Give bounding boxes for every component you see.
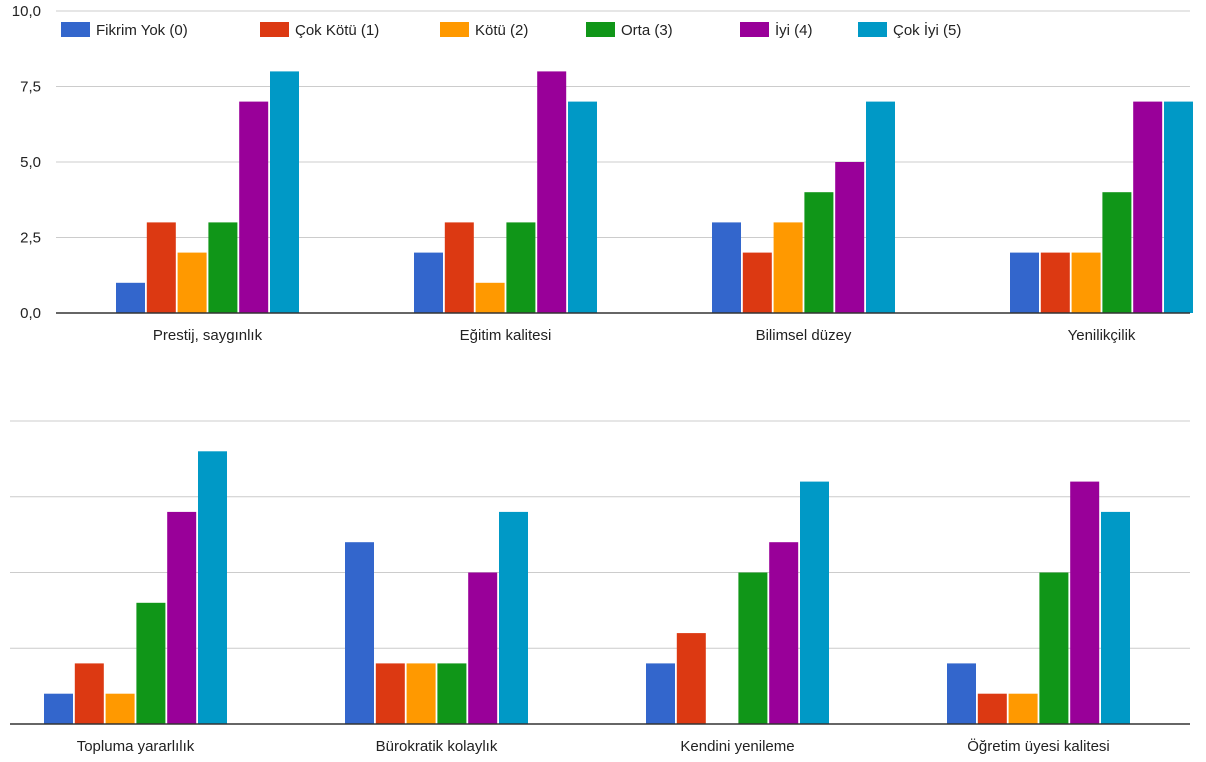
- bar-top-series-5-cat-1[interactable]: [568, 101, 597, 313]
- y-tick-label: 5,0: [20, 154, 41, 171]
- bar-bottom-series-3-cat-3[interactable]: [1039, 572, 1069, 725]
- bar-top-series-5-cat-0[interactable]: [270, 71, 299, 314]
- bar-top-series-2-cat-0[interactable]: [177, 252, 207, 313]
- legend-item[interactable]: Çok Kötü (1): [260, 22, 379, 39]
- legend-swatch: [260, 22, 289, 37]
- bar-bottom-series-0-cat-0[interactable]: [44, 693, 73, 724]
- legend-item[interactable]: Fikrim Yok (0): [61, 22, 188, 39]
- bar-top-series-1-cat-2[interactable]: [742, 252, 772, 313]
- bar-bottom-series-2-cat-3[interactable]: [1008, 693, 1038, 724]
- bar-top-series-1-cat-3[interactable]: [1040, 252, 1070, 313]
- legend-label: Çok İyi (5): [893, 21, 961, 39]
- bar-bottom-series-2-cat-0[interactable]: [105, 693, 135, 724]
- bar-bottom-series-3-cat-0[interactable]: [136, 602, 166, 724]
- bar-bottom-series-5-cat-3[interactable]: [1101, 511, 1130, 724]
- bar-bottom-series-1-cat-1[interactable]: [375, 663, 405, 724]
- bar-bottom-series-0-cat-1[interactable]: [345, 542, 374, 724]
- chart-legend: Fikrim Yok (0) Çok Kötü (1) Kötü (2) Orta (…: [61, 21, 961, 39]
- bar-top-series-4-cat-0[interactable]: [239, 101, 269, 313]
- bar-bottom-series-5-cat-0[interactable]: [198, 451, 227, 724]
- bar-bottom-series-3-cat-1[interactable]: [437, 663, 467, 724]
- legend-item[interactable]: Çok İyi (5): [858, 21, 961, 39]
- legend-swatch: [61, 22, 90, 37]
- bar-bottom-series-5-cat-2[interactable]: [800, 481, 829, 724]
- bar-bottom-series-4-cat-2[interactable]: [769, 542, 799, 724]
- bar-top-series-3-cat-2[interactable]: [804, 192, 834, 313]
- legend-label: Fikrim Yok (0): [96, 22, 188, 39]
- bar-bottom-series-0-cat-3[interactable]: [947, 663, 976, 724]
- legend-swatch: [858, 22, 887, 37]
- x-tick-label: Kendini yenileme: [680, 738, 794, 755]
- bar-bottom-series-4-cat-1[interactable]: [468, 572, 498, 725]
- bar-top-series-4-cat-2[interactable]: [835, 162, 865, 313]
- legend-item[interactable]: Kötü (2): [440, 22, 528, 39]
- bar-bottom-series-1-cat-0[interactable]: [74, 663, 104, 724]
- bar-top-series-0-cat-0[interactable]: [116, 282, 145, 313]
- x-tick-label: Topluma yararlılık: [77, 738, 195, 755]
- bar-bottom-series-5-cat-1[interactable]: [499, 511, 528, 724]
- bar-top-series-0-cat-2[interactable]: [712, 222, 741, 313]
- bar-top-series-3-cat-0[interactable]: [208, 222, 238, 313]
- bar-top-series-3-cat-3[interactable]: [1102, 192, 1132, 313]
- bar-bottom-series-4-cat-0[interactable]: [167, 511, 197, 724]
- bar-bottom-series-2-cat-1[interactable]: [406, 663, 436, 724]
- legend-item[interactable]: İyi (4): [740, 21, 813, 39]
- bottom-bar-chart: Topluma yararlılık Bürokratik kolaylık Ken…: [10, 420, 1190, 755]
- legend-label: Çok Kötü (1): [295, 22, 379, 39]
- legend-label: Orta (3): [621, 22, 673, 39]
- bar-bottom-series-4-cat-3[interactable]: [1070, 481, 1100, 724]
- bar-top-series-0-cat-1[interactable]: [414, 252, 443, 313]
- x-tick-label: Bürokratik kolaylık: [376, 738, 498, 755]
- bar-bottom-series-0-cat-2[interactable]: [646, 663, 675, 724]
- legend-swatch: [740, 22, 769, 37]
- bar-bottom-series-1-cat-3[interactable]: [977, 693, 1007, 724]
- bar-top-series-1-cat-1[interactable]: [444, 222, 474, 313]
- bar-top-series-1-cat-0[interactable]: [146, 222, 176, 313]
- y-tick-label: 0,0: [20, 305, 41, 322]
- bar-top-series-2-cat-1[interactable]: [475, 282, 505, 313]
- bar-top-series-5-cat-3[interactable]: [1164, 101, 1193, 313]
- bar-top-series-4-cat-3[interactable]: [1133, 101, 1163, 313]
- bar-top-series-5-cat-2[interactable]: [866, 101, 895, 313]
- y-tick-label: 10,0: [12, 3, 41, 20]
- bar-top-series-0-cat-3[interactable]: [1010, 252, 1039, 313]
- legend-swatch: [586, 22, 615, 37]
- x-tick-label: Eğitim kalitesi: [460, 327, 552, 344]
- bar-top-series-3-cat-1[interactable]: [506, 222, 536, 313]
- bar-top-series-2-cat-2[interactable]: [773, 222, 803, 313]
- y-tick-label: 2,5: [20, 230, 41, 247]
- top-bar-chart: Prestij, saygınlık Eğitim kalitesi Bilimse…: [12, 3, 1193, 344]
- y-tick-label: 7,5: [20, 79, 41, 96]
- bar-bottom-series-1-cat-2[interactable]: [676, 633, 706, 724]
- x-tick-label: Öğretim üyesi kalitesi: [967, 737, 1110, 755]
- bar-bottom-series-3-cat-2[interactable]: [738, 572, 768, 725]
- x-tick-label: Yenilikçilik: [1068, 327, 1136, 344]
- legend-label: Kötü (2): [475, 22, 528, 39]
- x-tick-label: Bilimsel düzey: [756, 327, 852, 344]
- x-tick-label: Prestij, saygınlık: [153, 327, 263, 344]
- legend-label: İyi (4): [775, 21, 813, 39]
- legend-swatch: [440, 22, 469, 37]
- bar-top-series-2-cat-3[interactable]: [1071, 252, 1101, 313]
- legend-item[interactable]: Orta (3): [586, 22, 673, 39]
- bar-top-series-4-cat-1[interactable]: [537, 71, 567, 314]
